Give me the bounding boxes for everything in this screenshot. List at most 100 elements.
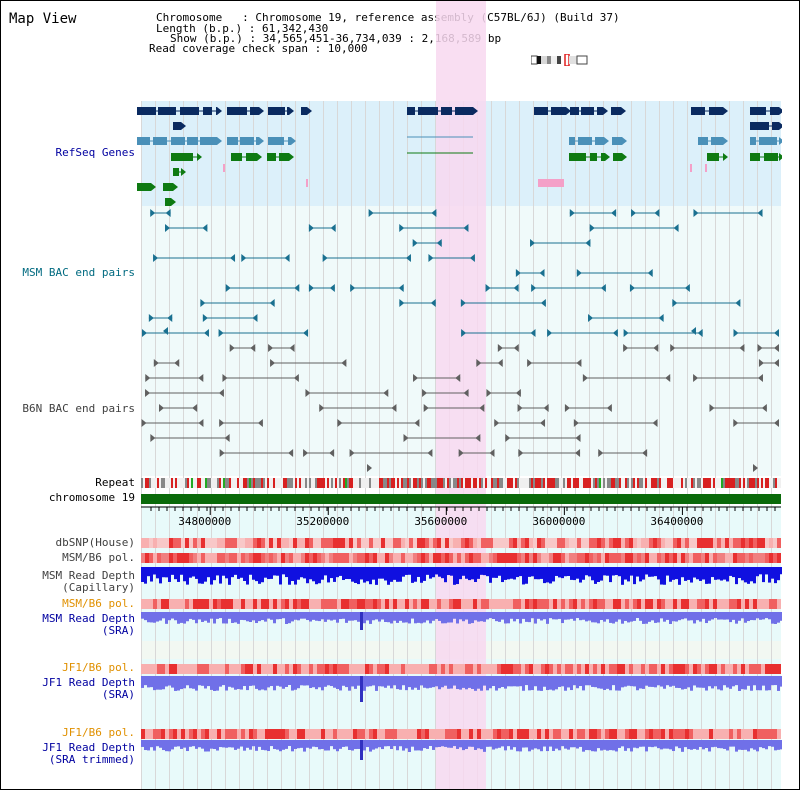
depth-bin <box>465 612 468 620</box>
track-label-refseq[interactable]: RefSeq Genes <box>55 146 135 159</box>
bac-end-marker <box>623 329 629 337</box>
polymorphism-bin <box>689 599 693 609</box>
track-label-jf1-depth-sra[interactable]: JF1 Read Depth (SRA) <box>42 676 135 701</box>
repeat-segment <box>649 478 651 488</box>
depth-bin <box>549 676 552 690</box>
depth-bin <box>336 567 339 578</box>
bac-end-marker <box>202 314 208 322</box>
depth-bin <box>240 740 243 747</box>
depth-bin <box>660 567 663 585</box>
track-label-dbsnp[interactable]: dbSNP(House) <box>55 536 135 549</box>
depth-bin <box>198 740 201 748</box>
depth-bin <box>303 740 306 752</box>
repeat-segment <box>273 478 275 488</box>
depth-bin <box>771 567 774 579</box>
chromosome-ideogram[interactable] <box>531 54 591 66</box>
depth-bin <box>642 676 645 689</box>
depth-bin <box>159 612 162 621</box>
depth-bin <box>492 676 495 687</box>
bac-end-marker <box>303 449 309 457</box>
depth-bin <box>576 676 579 689</box>
track-label-b6n-bac[interactable]: B6N BAC end pairs <box>22 402 135 415</box>
depth-bin <box>675 612 678 622</box>
depth-bin <box>285 740 288 749</box>
depth-bin <box>753 567 756 584</box>
repeat-segment <box>535 478 537 488</box>
polymorphism-bin <box>685 553 689 563</box>
polymorphism-bin <box>461 538 465 548</box>
repeat-segment <box>333 478 335 488</box>
depth-bin <box>285 612 288 624</box>
depth-bin <box>297 676 300 689</box>
polymorphism-bin <box>769 553 773 563</box>
track-label-msm-pol-2[interactable]: MSM/B6 pol. <box>62 597 135 610</box>
polymorphism-bin <box>233 553 237 563</box>
depth-bin <box>342 740 345 747</box>
polymorphism-bin <box>441 599 445 609</box>
repeat-segment <box>253 478 255 488</box>
polymorphism-bin <box>325 599 329 609</box>
gene-exon <box>578 137 592 145</box>
depth-bin <box>543 676 546 687</box>
repeat-segment <box>493 478 495 488</box>
bac-end-marker <box>252 314 258 322</box>
depth-bin <box>585 567 588 576</box>
polymorphism-bin <box>209 553 213 563</box>
polymorphism-bin <box>369 538 373 548</box>
repeat-segment <box>195 478 197 488</box>
polymorphism-bin <box>157 729 161 739</box>
polymorphism-bin <box>469 664 473 674</box>
track-label-msm-pol-1[interactable]: MSM/B6 pol. <box>62 551 135 564</box>
depth-bin <box>195 740 198 749</box>
depth-bin <box>756 612 759 619</box>
repeat-segment <box>465 478 467 488</box>
depth-bin <box>702 676 705 688</box>
polymorphism-bin <box>381 538 385 548</box>
polymorphism-bin <box>677 553 681 563</box>
polymorphism-bin <box>157 664 161 674</box>
repeat-segment <box>151 478 153 488</box>
repeat-segment <box>701 478 703 488</box>
depth-bin <box>351 612 354 621</box>
depth-bin <box>669 740 672 750</box>
depth-bin <box>147 567 150 577</box>
polymorphism-bin <box>309 553 313 563</box>
polymorphism-bin <box>197 599 201 609</box>
repeat-segment <box>489 478 491 488</box>
depth-bin <box>165 567 168 578</box>
track-label-jf1-pol-2[interactable]: JF1/B6 pol. <box>62 726 135 739</box>
polymorphism-bin <box>217 599 221 609</box>
polymorphism-bin <box>361 664 365 674</box>
depth-bin <box>603 676 606 691</box>
repeat-segment <box>307 478 309 488</box>
depth-bin <box>516 612 519 620</box>
polymorphism-bin <box>369 664 373 674</box>
depth-bin <box>165 740 168 752</box>
polymorphism-bin <box>441 664 445 674</box>
repeat-segment <box>221 478 223 488</box>
depth-bin <box>183 740 186 748</box>
polymorphism-bin <box>185 599 189 609</box>
depth-bin <box>240 612 243 620</box>
gene-exon <box>180 107 199 115</box>
track-label-jf1-depth-sra-trimmed[interactable]: JF1 Read Depth (SRA trimmed) <box>42 741 135 766</box>
polymorphism-bin <box>201 729 205 739</box>
repeat-segment <box>449 478 451 488</box>
depth-bin <box>402 676 405 686</box>
depth-bin <box>429 740 432 747</box>
depth-bin <box>624 612 627 621</box>
polymorphism-bin <box>569 664 573 674</box>
track-label-msm-bac[interactable]: MSM BAC end pairs <box>22 266 135 279</box>
polymorphism-bin <box>617 664 621 674</box>
depth-bin <box>591 676 594 687</box>
polymorphism-bin <box>521 553 525 563</box>
depth-bin <box>636 676 639 691</box>
polymorphism-bin <box>401 729 405 739</box>
repeat-segment <box>519 478 521 488</box>
polymorphism-bin <box>605 599 609 609</box>
track-label-jf1-pol-1[interactable]: JF1/B6 pol. <box>62 661 135 674</box>
track-label-msm-depth-capillary[interactable]: MSM Read Depth (Capillary) <box>42 569 135 594</box>
track-label-msm-depth-sra[interactable]: MSM Read Depth (SRA) <box>42 612 135 637</box>
polymorphism-bin <box>629 553 633 563</box>
